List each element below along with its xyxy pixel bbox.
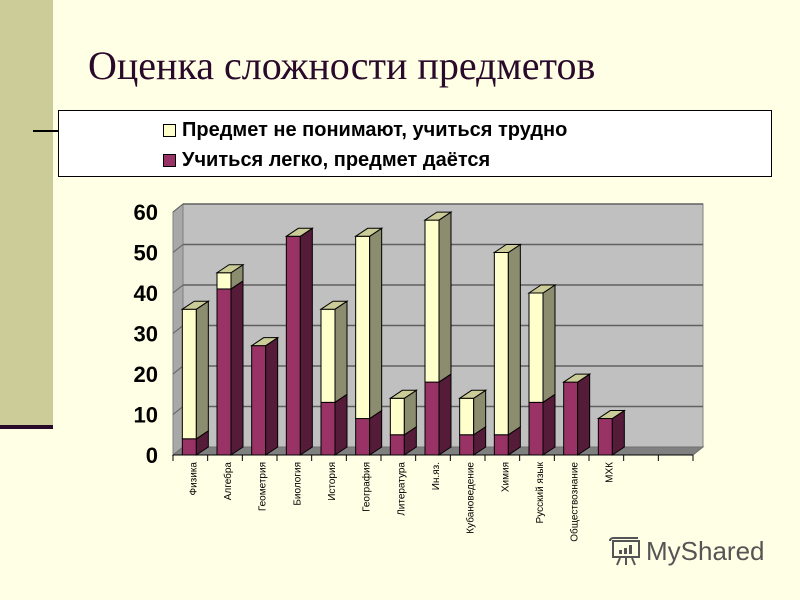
x-category-label: Алгебра (222, 462, 234, 501)
bar-top (596, 410, 626, 420)
bar-segment-side (265, 336, 279, 456)
x-category-label: МХК (604, 462, 615, 483)
bar-segment-front (459, 434, 475, 456)
slide-sidebar-strip (0, 0, 53, 425)
bar-segment-front (320, 401, 336, 456)
bar-segment-front (181, 308, 197, 440)
legend-item-hard: Предмет не понимают, учиться трудно (163, 119, 567, 142)
bar-segment-side (542, 393, 556, 456)
y-tick-label: 30 (134, 322, 158, 347)
bar-top (215, 264, 245, 274)
bar-segment-front (216, 272, 232, 290)
bar-top (458, 389, 488, 399)
bar-segment-front (181, 438, 197, 456)
bar-segment-side (577, 373, 591, 456)
bar-top (319, 300, 349, 310)
bar-top (423, 211, 453, 221)
bar-segment-front (493, 434, 509, 456)
bar-segment-side (438, 211, 452, 384)
y-tick-label: 50 (134, 241, 158, 266)
gridline-side (172, 325, 184, 334)
bar-segment-front (459, 397, 475, 436)
bar-top (388, 389, 418, 399)
bar-top (492, 244, 522, 253)
y-tick-label: 60 (134, 200, 158, 225)
sidebar-divider (0, 425, 53, 429)
bar-segment-front (493, 252, 509, 436)
gridline-side (172, 244, 184, 253)
bar-segment-side (369, 227, 383, 420)
bar-segment-side (230, 280, 244, 456)
bar-segment-front (528, 401, 544, 456)
legend-label-easy: Учиться легко, предмет даётся (182, 149, 491, 171)
bar-top (354, 227, 384, 237)
x-category-label: Геометрия (258, 462, 269, 511)
bar-segment-front (528, 292, 544, 403)
bar-segment-front (355, 418, 371, 456)
bar-segment-front (355, 235, 371, 420)
bar-segment-front (216, 288, 232, 456)
bar-top (180, 300, 210, 310)
x-category-label: Ин.яз. (431, 462, 442, 490)
bar-segment-front (389, 397, 405, 436)
bar-segment-front (285, 235, 301, 456)
bar-segment-front (320, 308, 336, 403)
x-category-label: История (327, 462, 338, 501)
bar-segment-side (195, 300, 209, 440)
gridline-side (172, 284, 184, 294)
gridline-side (172, 406, 184, 415)
bar-top (562, 373, 592, 383)
presentation-board-icon (609, 536, 640, 565)
bar-segment-side (438, 373, 452, 456)
legend-swatch-hard (163, 124, 176, 137)
chart-legend: Предмет не понимают, учиться трудно Учит… (58, 110, 772, 177)
decorative-line (33, 130, 59, 132)
legend-swatch-easy (163, 154, 176, 167)
y-tick-label: 40 (134, 281, 158, 306)
gridline-side (172, 365, 184, 375)
y-tick-label: 20 (134, 362, 158, 387)
x-category-label: География (361, 462, 373, 512)
bar-top (527, 284, 557, 294)
watermark: MyShared (608, 536, 765, 567)
watermark-text: MyShared (646, 536, 765, 566)
bar-segment-side (507, 243, 521, 436)
bar-segment-side (542, 284, 556, 404)
x-category-label: Русский язык (535, 461, 546, 523)
bar-segment-front (251, 345, 267, 456)
y-tick-label: 0 (146, 443, 158, 468)
bar-segment-side (334, 300, 348, 404)
x-category-label: Обществознание (569, 462, 581, 542)
x-category-label: Литература (396, 462, 407, 516)
x-category-label: Биология (292, 462, 303, 506)
bar-segment-front (597, 418, 613, 456)
legend-label-hard: Предмет не понимают, учиться трудно (182, 119, 568, 141)
x-category-label: Кубановедение (465, 462, 477, 534)
bar-top (250, 337, 280, 347)
bar-segment-front (424, 381, 440, 456)
bar-segment-side (299, 227, 313, 456)
y-tick-label: 10 (134, 403, 158, 428)
legend-item-easy: Учиться легко, предмет даётся (163, 149, 490, 172)
x-category-label: Химия (500, 462, 511, 492)
x-category-label: Физика (188, 462, 199, 496)
gridline-side (172, 203, 184, 213)
bar-segment-front (389, 434, 405, 456)
slide-title: Оценка сложности предметов (88, 43, 596, 88)
bar-segment-front (424, 219, 440, 383)
bar-segment-side (334, 393, 348, 456)
bar-segment-front (563, 381, 579, 456)
bar-top (284, 227, 314, 237)
